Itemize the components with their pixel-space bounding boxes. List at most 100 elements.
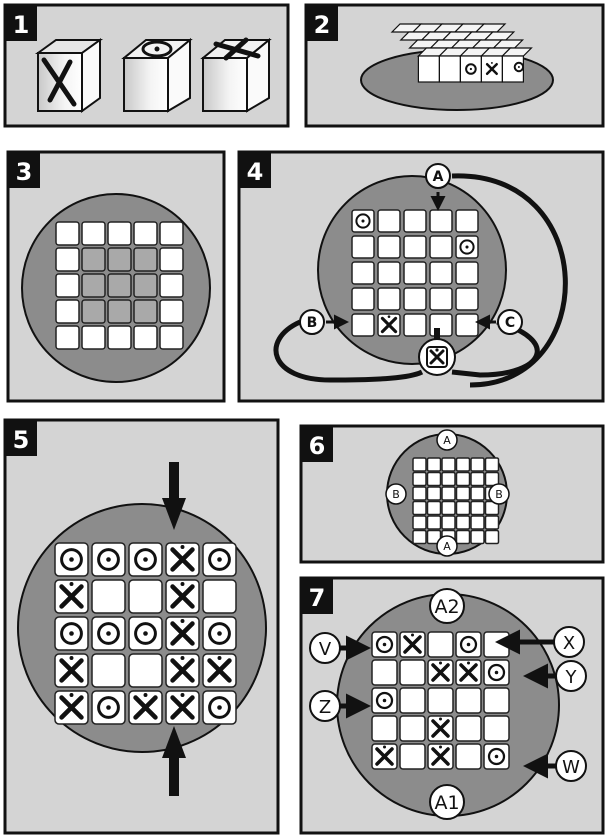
board-tile — [91, 616, 126, 651]
circle-dot-icon — [134, 622, 157, 645]
board-tile — [55, 247, 80, 272]
board-tile — [455, 235, 479, 259]
label-b-left: B — [385, 483, 407, 505]
board-tile — [426, 529, 442, 545]
board-tile — [351, 235, 375, 259]
svg-text:B: B — [307, 315, 318, 331]
board-tile — [403, 261, 427, 285]
circle-dot-icon — [97, 696, 120, 719]
board-tile — [371, 715, 398, 742]
board-tile — [165, 579, 200, 614]
board-tile — [81, 273, 106, 298]
board-tile — [159, 221, 184, 246]
x-mark-icon — [207, 655, 232, 683]
board-grid — [55, 221, 184, 350]
x-mark-icon — [170, 618, 195, 646]
board-tile — [55, 221, 80, 246]
board-tile — [441, 471, 456, 487]
board-tile — [441, 486, 456, 501]
board-tile — [412, 515, 427, 530]
panel-6-label: 6 — [309, 432, 326, 460]
panel-7: 7 A2 A1 V Z X Y — [299, 576, 605, 835]
board-tile — [455, 631, 482, 658]
label-a1: A1 — [429, 784, 465, 820]
board-tile — [427, 743, 454, 770]
svg-text:W: W — [562, 757, 580, 778]
circle-dot-icon — [355, 213, 371, 229]
circle-dot-icon — [487, 663, 506, 682]
x-mark-icon — [59, 581, 84, 609]
x-mark-icon — [213, 37, 261, 61]
x-mark-icon — [170, 581, 195, 609]
label-a-bottom: A — [436, 535, 458, 557]
board-tile — [455, 457, 471, 472]
board-tile — [107, 325, 132, 350]
circle-dot-icon — [208, 622, 231, 645]
board-tile — [133, 325, 158, 350]
board-tile — [128, 653, 163, 688]
board-tile — [426, 486, 442, 501]
x-mark-icon — [59, 655, 84, 683]
board-tile — [128, 542, 163, 577]
board-tile — [133, 247, 158, 272]
loop-path-a — [451, 173, 568, 388]
board-tile — [426, 457, 442, 472]
x-mark-icon — [380, 315, 398, 334]
stacked-cube-grid — [390, 23, 533, 83]
label-x: X — [553, 626, 585, 658]
panel-1: 1 — [3, 3, 290, 128]
board-tile — [412, 500, 427, 516]
board-tile — [455, 209, 479, 233]
board-tile — [159, 247, 184, 272]
board-grid — [412, 457, 500, 545]
board-tile — [399, 743, 426, 770]
board-tile — [429, 209, 453, 233]
board-tile — [128, 579, 163, 614]
circle-dot-icon — [97, 622, 120, 645]
x-mark-icon — [375, 745, 394, 766]
board-tile — [470, 529, 485, 545]
board-tile — [351, 261, 375, 285]
board-tile — [426, 500, 442, 516]
label-z: Z — [309, 690, 341, 722]
x-mark-icon — [431, 745, 450, 766]
board-tile — [377, 235, 401, 259]
board-tile — [427, 659, 454, 686]
circle-dot-icon — [487, 747, 506, 766]
board-tile — [455, 715, 482, 742]
x-mark-icon — [41, 57, 77, 107]
board-tile — [455, 515, 471, 530]
svg-text:A: A — [433, 169, 444, 185]
callout-b: B — [299, 309, 325, 335]
board-tile — [133, 273, 158, 298]
board-tile — [377, 261, 401, 285]
board-tile — [455, 659, 482, 686]
board-tile — [484, 529, 500, 545]
panel-5-label: 5 — [13, 426, 30, 454]
board-tile — [403, 209, 427, 233]
board-tile — [54, 616, 89, 651]
panel-2-label: 2 — [314, 11, 331, 39]
panel-3: 3 — [6, 150, 226, 403]
board-tile — [412, 471, 427, 487]
board-tile — [429, 287, 453, 311]
board-tile — [55, 273, 80, 298]
board-tile — [133, 221, 158, 246]
board-tile — [429, 261, 453, 285]
board-tile — [484, 471, 500, 487]
board-tile — [399, 631, 426, 658]
board-tile — [455, 261, 479, 285]
board-tile — [399, 659, 426, 686]
board-tile — [351, 287, 375, 311]
board-tile — [441, 457, 456, 472]
board-tile — [483, 743, 510, 770]
board-tile — [54, 653, 89, 688]
circle-dot-icon — [375, 635, 394, 654]
board-tile — [81, 299, 106, 324]
svg-text:A1: A1 — [434, 792, 459, 814]
x-mark-icon — [403, 633, 422, 654]
board-tile — [371, 743, 398, 770]
label-v: V — [309, 632, 341, 664]
x-mark-icon — [459, 661, 478, 682]
board-tile — [455, 471, 471, 487]
